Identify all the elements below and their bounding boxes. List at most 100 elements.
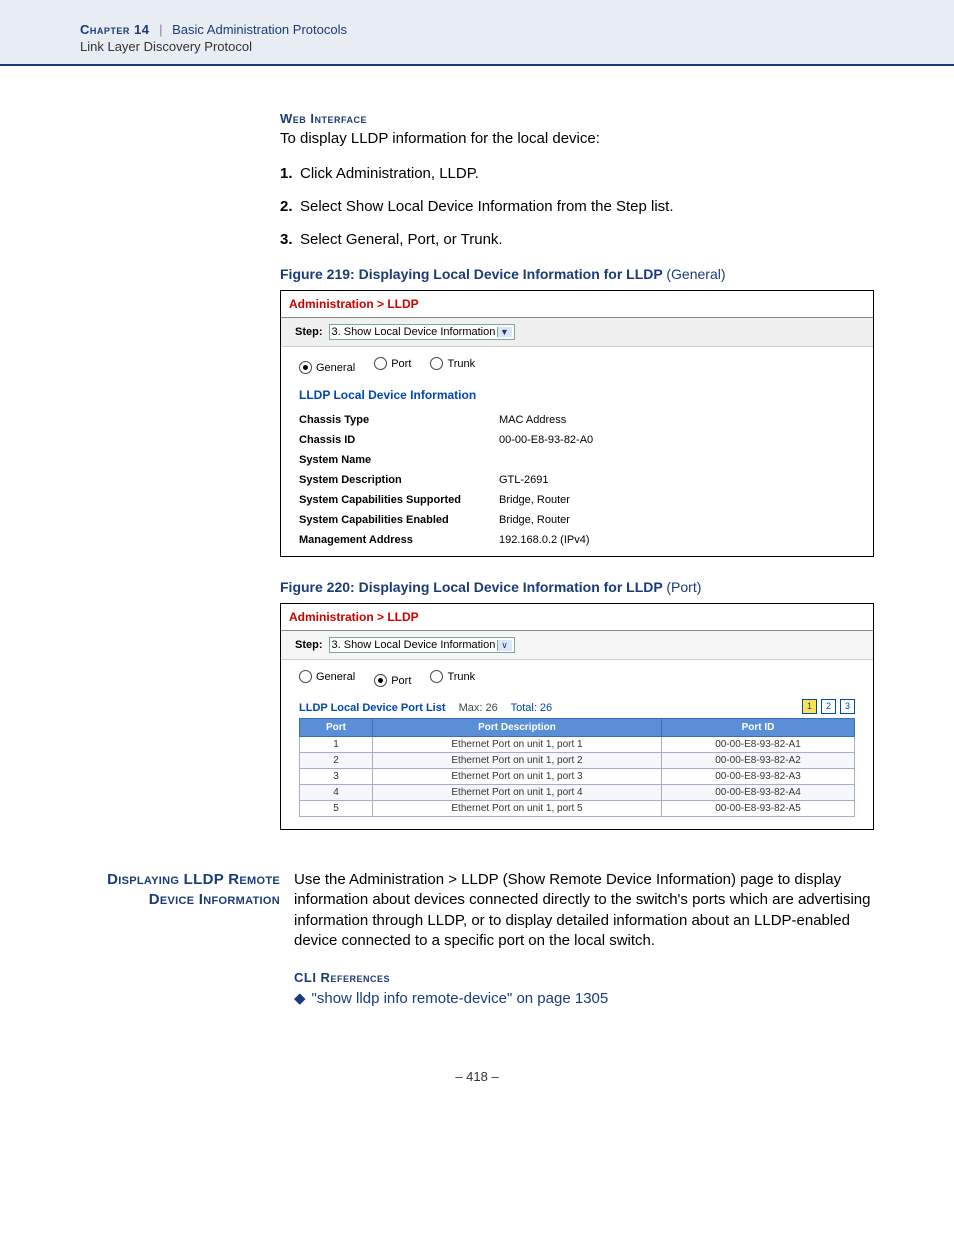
info-value: 192.168.0.2 (IPv4): [499, 534, 855, 546]
info-value: MAC Address: [499, 414, 855, 426]
radio-dot-icon: [430, 357, 443, 370]
section-title: Basic Administration Protocols: [172, 22, 347, 37]
divider: |: [159, 22, 162, 37]
radio-bar: General Port Trunk: [281, 660, 873, 693]
figure-219-caption: Figure 219: Displaying Local Device Info…: [280, 266, 874, 282]
port-list-header: LLDP Local Device Port List Max: 26 Tota…: [281, 693, 873, 718]
pagination: 1 2 3: [802, 699, 855, 714]
dropdown-arrow-icon: ∨: [497, 640, 512, 651]
radio-label: Trunk: [447, 358, 475, 370]
lldp-section-title: LLDP Local Device Information: [281, 380, 873, 410]
step-text: Select Show Local Device Information fro…: [300, 198, 674, 215]
table-row: 1Ethernet Port on unit 1, port 100-00-E8…: [300, 737, 855, 753]
chapter-label: Chapter 14: [80, 22, 149, 37]
cell-id: 00-00-E8-93-82-A2: [662, 753, 855, 769]
info-label: System Capabilities Supported: [299, 494, 499, 506]
radio-dot-icon: [299, 670, 312, 683]
port-list-title: LLDP Local Device Port List: [299, 702, 446, 714]
step-text: Click Administration, LLDP.: [300, 165, 479, 182]
table-row: 4Ethernet Port on unit 1, port 400-00-E8…: [300, 785, 855, 801]
figure-caption-text: Figure 219: Displaying Local Device Info…: [280, 266, 662, 282]
info-label: System Name: [299, 454, 499, 466]
cell-desc: Ethernet Port on unit 1, port 3: [373, 769, 662, 785]
dropdown-arrow-icon: ▼: [497, 327, 512, 337]
radio-dot-icon: [299, 361, 312, 374]
cell-port: 4: [300, 785, 373, 801]
radio-label: Port: [391, 358, 411, 370]
radio-general[interactable]: General: [299, 670, 355, 683]
step-select[interactable]: 3. Show Local Device Information ∨: [329, 637, 515, 653]
subsection-title: Link Layer Discovery Protocol: [80, 39, 954, 54]
radio-port[interactable]: Port: [374, 674, 411, 687]
info-value: 00-00-E8-93-82-A0: [499, 434, 855, 446]
col-port: Port: [300, 719, 373, 737]
cell-id: 00-00-E8-93-82-A4: [662, 785, 855, 801]
info-label: Chassis Type: [299, 414, 499, 426]
port-list-max: Max: 26: [459, 702, 498, 714]
info-value: GTL-2691: [499, 474, 855, 486]
cell-id: 00-00-E8-93-82-A5: [662, 801, 855, 817]
port-table: Port Port Description Port ID 1Ethernet …: [299, 718, 855, 817]
radio-general[interactable]: General: [299, 361, 355, 374]
port-list-total: Total: 26: [511, 702, 553, 714]
col-port-id: Port ID: [662, 719, 855, 737]
table-row: 3Ethernet Port on unit 1, port 300-00-E8…: [300, 769, 855, 785]
step-select[interactable]: 3. Show Local Device Information ▼: [329, 324, 515, 340]
info-label: Chassis ID: [299, 434, 499, 446]
page-3[interactable]: 3: [840, 699, 855, 714]
remote-body-text: Use the Administration > LLDP (Show Remo…: [294, 870, 874, 951]
breadcrumb: Administration > LLDP: [281, 291, 873, 318]
radio-label: General: [316, 362, 355, 374]
figure-219-screenshot: Administration > LLDP Step: 3. Show Loca…: [280, 290, 874, 557]
radio-trunk[interactable]: Trunk: [430, 357, 475, 370]
intro-text: To display LLDP information for the loca…: [280, 130, 874, 147]
col-port-description: Port Description: [373, 719, 662, 737]
figure-caption-suffix: (Port): [666, 579, 701, 595]
step-select-value: 3. Show Local Device Information: [332, 326, 496, 338]
step-number: 1.: [280, 165, 300, 182]
step-label: Step:: [295, 326, 323, 338]
info-label: System Capabilities Enabled: [299, 514, 499, 526]
breadcrumb: Administration > LLDP: [281, 604, 873, 631]
radio-label: General: [316, 671, 355, 683]
info-value: Bridge, Router: [499, 494, 855, 506]
radio-dot-icon: [430, 670, 443, 683]
info-value: [499, 454, 855, 466]
cell-desc: Ethernet Port on unit 1, port 4: [373, 785, 662, 801]
steps-list: 1.Click Administration, LLDP. 2.Select S…: [280, 165, 874, 248]
diamond-icon: ◆: [294, 990, 306, 1007]
cell-id: 00-00-E8-93-82-A1: [662, 737, 855, 753]
cell-desc: Ethernet Port on unit 1, port 1: [373, 737, 662, 753]
web-interface-heading: Web Interface: [280, 111, 874, 126]
sidebar-heading: Displaying LLDP Remote Device Informatio…: [80, 870, 294, 1009]
cli-reference-link[interactable]: ◆ "show lldp info remote-device" on page …: [294, 989, 874, 1009]
cell-port: 5: [300, 801, 373, 817]
remote-device-section: Displaying LLDP Remote Device Informatio…: [80, 870, 874, 1009]
page-2[interactable]: 2: [821, 699, 836, 714]
step-number: 3.: [280, 231, 300, 248]
step-bar: Step: 3. Show Local Device Information ∨: [281, 631, 873, 660]
cli-references-heading: CLI References: [294, 969, 874, 987]
page-1[interactable]: 1: [802, 699, 817, 714]
cell-desc: Ethernet Port on unit 1, port 5: [373, 801, 662, 817]
info-label: System Description: [299, 474, 499, 486]
step-label: Step:: [295, 639, 323, 651]
cli-link-text: "show lldp info remote-device" on page 1…: [312, 990, 609, 1007]
radio-label: Port: [391, 675, 411, 687]
radio-dot-icon: [374, 357, 387, 370]
step-select-value: 3. Show Local Device Information: [332, 639, 496, 651]
info-label: Management Address: [299, 534, 499, 546]
radio-port[interactable]: Port: [374, 357, 411, 370]
cell-desc: Ethernet Port on unit 1, port 2: [373, 753, 662, 769]
figure-caption-suffix: (General): [666, 266, 725, 282]
table-row: 5Ethernet Port on unit 1, port 500-00-E8…: [300, 801, 855, 817]
cell-port: 3: [300, 769, 373, 785]
step-number: 2.: [280, 198, 300, 215]
radio-label: Trunk: [447, 671, 475, 683]
step-text: Select General, Port, or Trunk.: [300, 231, 503, 248]
info-value: Bridge, Router: [499, 514, 855, 526]
radio-trunk[interactable]: Trunk: [430, 670, 475, 683]
figure-caption-text: Figure 220: Displaying Local Device Info…: [280, 579, 662, 595]
table-row: 2Ethernet Port on unit 1, port 200-00-E8…: [300, 753, 855, 769]
page-header: Chapter 14 | Basic Administration Protoc…: [0, 0, 954, 66]
